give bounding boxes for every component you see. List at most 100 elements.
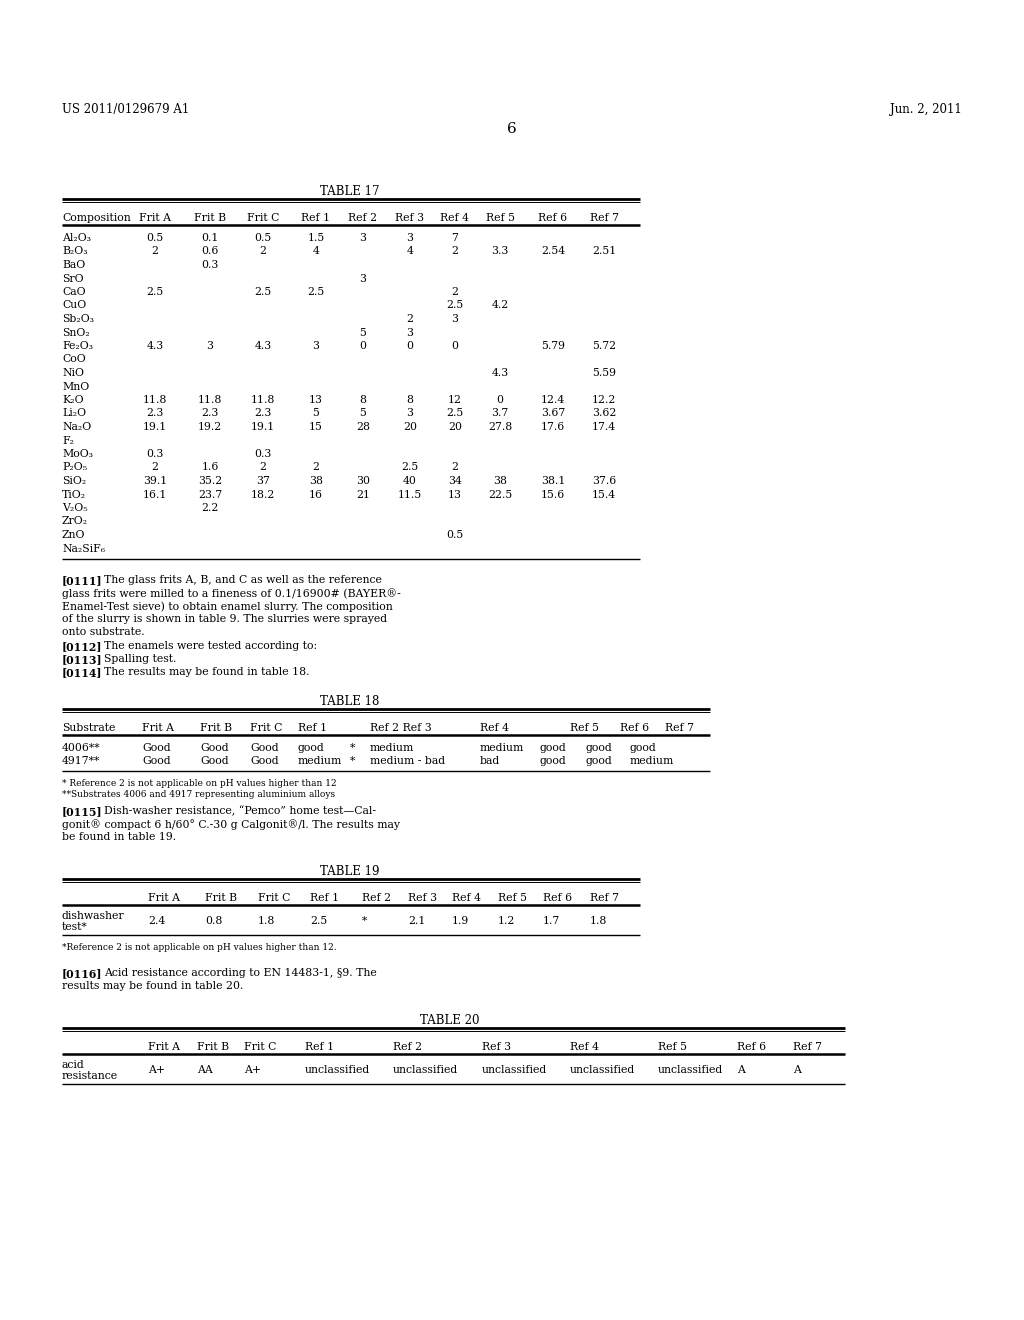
- Text: Ref 2: Ref 2: [362, 894, 391, 903]
- Text: Na₂O: Na₂O: [62, 422, 91, 432]
- Text: 2: 2: [152, 247, 159, 256]
- Text: 5.59: 5.59: [592, 368, 616, 378]
- Text: Frit A: Frit A: [139, 213, 171, 223]
- Text: Spalling test.: Spalling test.: [104, 653, 176, 664]
- Text: Ref 4: Ref 4: [480, 723, 509, 733]
- Text: 2.3: 2.3: [202, 408, 219, 418]
- Text: 4917**: 4917**: [62, 756, 100, 766]
- Text: Frit B: Frit B: [200, 723, 232, 733]
- Text: BaO: BaO: [62, 260, 85, 271]
- Text: 13: 13: [309, 395, 323, 405]
- Text: The results may be found in table 18.: The results may be found in table 18.: [104, 667, 309, 677]
- Text: 0.5: 0.5: [146, 234, 164, 243]
- Text: MoO₃: MoO₃: [62, 449, 93, 459]
- Text: Ref 7: Ref 7: [590, 213, 618, 223]
- Text: AA: AA: [197, 1065, 213, 1074]
- Text: 17.6: 17.6: [541, 422, 565, 432]
- Text: Ref 1: Ref 1: [310, 894, 339, 903]
- Text: P₂O₅: P₂O₅: [62, 462, 87, 473]
- Text: NiO: NiO: [62, 368, 84, 378]
- Text: Good: Good: [142, 756, 171, 766]
- Text: Frit A: Frit A: [142, 723, 174, 733]
- Text: acid: acid: [62, 1060, 85, 1071]
- Text: 15.6: 15.6: [541, 490, 565, 499]
- Text: 2.5: 2.5: [307, 286, 325, 297]
- Text: 19.1: 19.1: [143, 422, 167, 432]
- Text: 0: 0: [452, 341, 459, 351]
- Text: 2.3: 2.3: [146, 408, 164, 418]
- Text: 11.8: 11.8: [198, 395, 222, 405]
- Text: Ref 7: Ref 7: [590, 894, 618, 903]
- Text: Jun. 2, 2011: Jun. 2, 2011: [890, 103, 962, 116]
- Text: Na₂SiF₆: Na₂SiF₆: [62, 544, 105, 553]
- Text: Ref 4: Ref 4: [570, 1041, 599, 1052]
- Text: TABLE 20: TABLE 20: [420, 1014, 480, 1027]
- Text: 8: 8: [359, 395, 367, 405]
- Text: [0114]: [0114]: [62, 667, 102, 678]
- Text: Frit C: Frit C: [258, 894, 291, 903]
- Text: Ref 7: Ref 7: [793, 1041, 822, 1052]
- Text: 3.62: 3.62: [592, 408, 616, 418]
- Text: bad: bad: [480, 756, 501, 766]
- Text: 3: 3: [312, 341, 319, 351]
- Text: 2: 2: [312, 462, 319, 473]
- Text: Frit C: Frit C: [244, 1041, 276, 1052]
- Text: SrO: SrO: [62, 273, 84, 284]
- Text: Frit A: Frit A: [148, 1041, 180, 1052]
- Text: 0.3: 0.3: [254, 449, 271, 459]
- Text: of the slurry is shown in table 9. The slurries were sprayed: of the slurry is shown in table 9. The s…: [62, 614, 387, 624]
- Text: 11.8: 11.8: [142, 395, 167, 405]
- Text: 27.8: 27.8: [487, 422, 512, 432]
- Text: unclassified: unclassified: [482, 1065, 547, 1074]
- Text: medium: medium: [630, 756, 674, 766]
- Text: good: good: [585, 756, 611, 766]
- Text: 3: 3: [452, 314, 459, 323]
- Text: ZrO₂: ZrO₂: [62, 516, 88, 527]
- Text: 2: 2: [452, 247, 459, 256]
- Text: SiO₂: SiO₂: [62, 477, 86, 486]
- Text: medium: medium: [298, 756, 342, 766]
- Text: **Substrates 4006 and 4917 representing aluminium alloys: **Substrates 4006 and 4917 representing …: [62, 789, 335, 799]
- Text: 8: 8: [407, 395, 414, 405]
- Text: MnO: MnO: [62, 381, 89, 392]
- Text: [0115]: [0115]: [62, 807, 102, 817]
- Text: Sb₂O₃: Sb₂O₃: [62, 314, 94, 323]
- Text: A+: A+: [244, 1065, 261, 1074]
- Text: A+: A+: [148, 1065, 165, 1074]
- Text: Ref 6: Ref 6: [543, 894, 572, 903]
- Text: 2.5: 2.5: [446, 301, 464, 310]
- Text: onto substrate.: onto substrate.: [62, 627, 144, 638]
- Text: CuO: CuO: [62, 301, 86, 310]
- Text: 11.8: 11.8: [251, 395, 275, 405]
- Text: Li₂O: Li₂O: [62, 408, 86, 418]
- Text: 0.5: 0.5: [446, 531, 464, 540]
- Text: 7: 7: [452, 234, 459, 243]
- Text: Ref 6: Ref 6: [737, 1041, 766, 1052]
- Text: 4.3: 4.3: [146, 341, 164, 351]
- Text: medium - bad: medium - bad: [370, 756, 445, 766]
- Text: 2.4: 2.4: [148, 916, 165, 927]
- Text: 2.5: 2.5: [446, 408, 464, 418]
- Text: Good: Good: [200, 756, 228, 766]
- Text: 35.2: 35.2: [198, 477, 222, 486]
- Text: Ref 4: Ref 4: [440, 213, 469, 223]
- Text: 5: 5: [312, 408, 319, 418]
- Text: 19.2: 19.2: [198, 422, 222, 432]
- Text: 2: 2: [407, 314, 414, 323]
- Text: 37: 37: [256, 477, 270, 486]
- Text: 5.72: 5.72: [592, 341, 616, 351]
- Text: Frit B: Frit B: [205, 894, 237, 903]
- Text: 40: 40: [403, 477, 417, 486]
- Text: 3: 3: [359, 273, 367, 284]
- Text: SnO₂: SnO₂: [62, 327, 90, 338]
- Text: Ref 6: Ref 6: [539, 213, 567, 223]
- Text: 2.5: 2.5: [310, 916, 328, 927]
- Text: 1.6: 1.6: [202, 462, 219, 473]
- Text: 2.3: 2.3: [254, 408, 271, 418]
- Text: Frit C: Frit C: [247, 213, 280, 223]
- Text: Ref 7: Ref 7: [665, 723, 694, 733]
- Text: Ref 1: Ref 1: [301, 213, 331, 223]
- Text: Good: Good: [200, 743, 228, 752]
- Text: CaO: CaO: [62, 286, 86, 297]
- Text: Good: Good: [142, 743, 171, 752]
